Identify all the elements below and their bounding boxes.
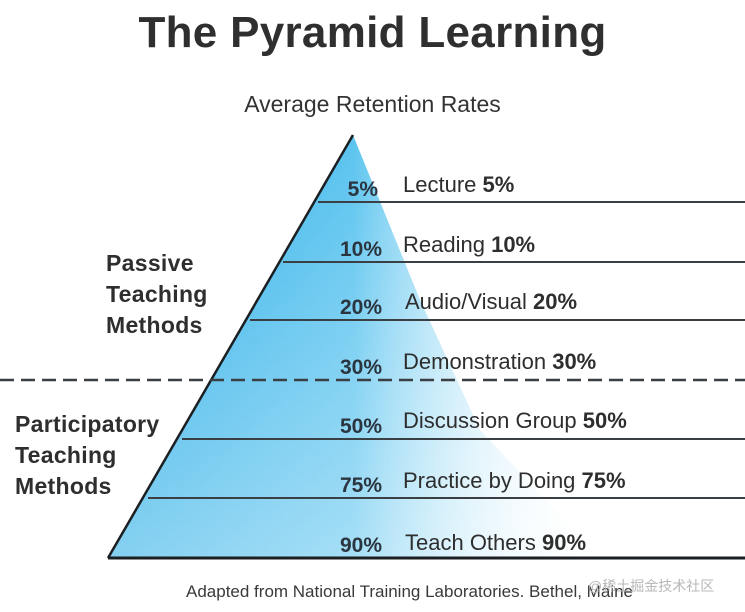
level-pct: 75% bbox=[339, 474, 382, 497]
level-label-demonstration: Demonstration 30% bbox=[403, 349, 597, 374]
participatory-methods-label: Participatory Teaching Methods bbox=[15, 411, 160, 499]
level-dividers bbox=[0, 201, 745, 560]
page-title: The Pyramid Learning bbox=[138, 8, 607, 57]
passive-methods-label: Passive Teaching Methods bbox=[106, 250, 208, 338]
pyramid-edge bbox=[106, 134, 355, 559]
level-pct: 10% bbox=[339, 238, 382, 261]
level-pct: 5% bbox=[347, 178, 378, 201]
level-label-audio-visual: Audio/Visual 20% bbox=[405, 289, 578, 314]
level-pct: 90% bbox=[339, 534, 382, 557]
level-pct: 50% bbox=[339, 415, 382, 438]
level-label-lecture: Lecture 5% bbox=[403, 172, 515, 197]
level-label-practice-by-doing: Practice by Doing 75% bbox=[403, 468, 626, 493]
level-pct: 20% bbox=[339, 296, 382, 319]
level-label-teach-others: Teach Others 90% bbox=[405, 530, 587, 555]
level-label-discussion-group: Discussion Group 50% bbox=[403, 408, 627, 433]
level-pct: 30% bbox=[339, 356, 382, 379]
level-label-reading: Reading 10% bbox=[403, 232, 536, 257]
watermark: @稀土掘金技术社区 bbox=[588, 578, 715, 594]
subtitle: Average Retention Rates bbox=[244, 91, 501, 117]
source-caption: Adapted from National Training Laborator… bbox=[186, 582, 633, 601]
